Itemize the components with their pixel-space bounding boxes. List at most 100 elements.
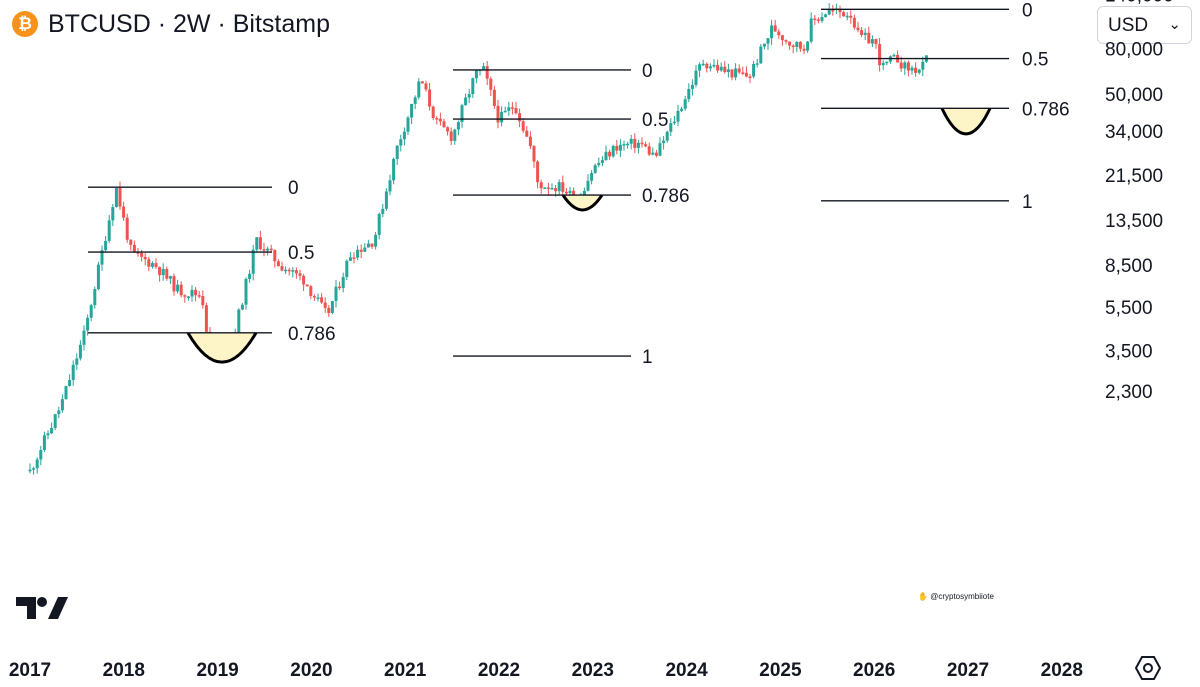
x-tick-label: 2027 — [947, 660, 989, 681]
candle-body — [330, 301, 334, 313]
candle-body — [546, 187, 550, 190]
candle-body — [244, 278, 248, 305]
candle-body — [474, 70, 478, 79]
candle-body — [917, 69, 921, 73]
candle-body — [57, 410, 61, 415]
candle-body — [543, 187, 547, 189]
x-tick-label: 2022 — [478, 660, 520, 681]
x-tick-label: 2019 — [196, 660, 238, 681]
x-tick-label: 2020 — [290, 660, 332, 681]
candle-body — [536, 161, 540, 183]
candle-body — [816, 19, 820, 21]
candle-body — [802, 48, 806, 51]
settings-hexagon-icon[interactable] — [1135, 655, 1161, 681]
time-axis[interactable]: 2017 2018 2019 2020 2021 2022 2023 2024 2025 2026… — [9, 660, 1083, 681]
candle-body — [557, 182, 561, 192]
y-tick-label: 50,000 — [1105, 85, 1163, 106]
candle-body — [186, 296, 190, 298]
candle-body — [777, 31, 781, 36]
candle-body — [874, 39, 878, 45]
candle-body — [132, 244, 136, 253]
symbol-title[interactable]: BTCUSD · 2W · Bitstamp — [48, 10, 330, 38]
candle-body — [860, 30, 864, 35]
candle-body — [622, 144, 626, 146]
tradingview-logo-icon — [16, 597, 68, 619]
candle-body — [500, 111, 504, 123]
y-tick-label: 5,500 — [1105, 298, 1153, 319]
cup-curve — [186, 332, 258, 364]
candle-body — [755, 63, 759, 65]
cup-curve — [940, 107, 992, 136]
candle-body — [338, 286, 342, 289]
y-tick-label: 13,500 — [1105, 211, 1163, 232]
candle-body — [528, 136, 532, 147]
candle-body — [150, 263, 154, 267]
y-tick-label: 3,500 — [1105, 341, 1153, 362]
candle-body — [752, 63, 756, 77]
candle-body — [582, 190, 586, 197]
candle-body — [89, 305, 93, 318]
candle-body — [266, 248, 270, 251]
candle-body — [111, 207, 115, 221]
candle-body — [366, 243, 370, 248]
candle-body — [780, 35, 784, 41]
candle-body — [687, 88, 691, 100]
candle-body — [762, 43, 766, 47]
candle-body — [820, 17, 824, 21]
candle-body — [881, 62, 885, 66]
candle-body — [413, 97, 417, 104]
candle-body — [824, 14, 828, 18]
candle-body — [690, 84, 694, 89]
fib-group-2018-cycle: 0 0.5 0.786 — [88, 178, 336, 364]
candle-body — [521, 121, 525, 131]
candle-body — [744, 72, 748, 77]
candle-body — [53, 414, 57, 428]
currency-dropdown[interactable]: USD ⌄ — [1097, 6, 1192, 44]
candle-body — [35, 459, 39, 469]
candle-body — [590, 172, 594, 181]
candle-body — [482, 66, 486, 70]
candle-body — [683, 99, 687, 109]
candle-body — [741, 72, 745, 74]
candle-body — [611, 145, 615, 157]
y-tick-label: 140,000 — [1105, 0, 1174, 6]
candle-body — [525, 130, 529, 137]
candle-body — [255, 237, 259, 250]
candle-body — [363, 247, 367, 252]
candle-body — [658, 143, 662, 156]
candle-body — [503, 110, 507, 113]
y-tick-label: 21,500 — [1105, 166, 1163, 187]
candle-body — [402, 131, 406, 140]
candle-body — [788, 41, 792, 46]
candle-body — [593, 165, 597, 173]
candle-body — [554, 188, 558, 192]
candle-body — [730, 69, 734, 78]
x-tick-label: 2028 — [1041, 660, 1083, 681]
candle-body — [431, 106, 435, 119]
candle-body — [64, 386, 68, 400]
candle-body — [197, 295, 201, 297]
candle-body — [176, 284, 180, 292]
candle-body — [280, 266, 284, 271]
candle-body — [154, 263, 158, 268]
candle-body — [600, 160, 604, 163]
fib-level-label: 0 — [1022, 0, 1033, 21]
candle-body — [359, 249, 363, 252]
candle-body — [813, 18, 817, 20]
candle-body — [237, 309, 241, 334]
candle-body — [158, 267, 162, 276]
candle-body — [287, 269, 291, 272]
candle-body — [564, 191, 568, 194]
candle-body — [615, 145, 619, 151]
candle-body — [248, 273, 252, 279]
candle-body — [885, 61, 889, 64]
candle-body — [878, 44, 882, 66]
candle-body — [809, 18, 813, 42]
candle-body — [651, 152, 655, 155]
candle-body — [496, 105, 500, 123]
candle-body — [240, 304, 244, 310]
y-tick-label: 80,000 — [1105, 39, 1163, 60]
candle-body — [143, 256, 147, 260]
price-axis[interactable]: 140,000 80,000 50,000 34,000 21,500 13,500 8,5… — [1105, 0, 1174, 403]
